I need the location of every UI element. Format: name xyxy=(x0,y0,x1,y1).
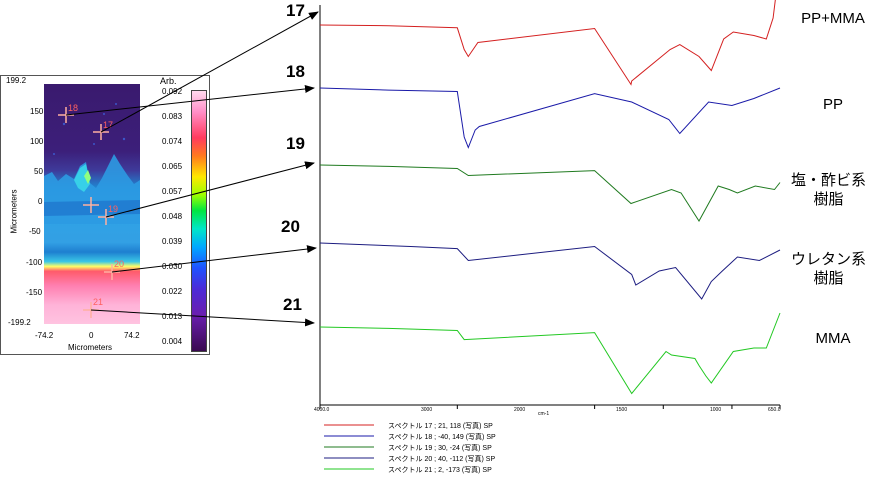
spectrum-line-19 xyxy=(319,164,781,222)
colorbar-tick: 0.074 xyxy=(162,137,183,146)
map-y-tick: 50 xyxy=(34,167,43,176)
colorbar xyxy=(191,90,207,352)
colorbar-tick: 0.065 xyxy=(162,162,183,171)
map-y-tick: 100 xyxy=(30,137,44,146)
map-y-tick: -100 xyxy=(26,258,43,267)
x-tick-label: 1000 xyxy=(710,407,722,413)
arrow-19 xyxy=(105,161,315,218)
spectrum-line-17 xyxy=(319,0,776,86)
spectrum-line-20 xyxy=(319,242,781,300)
x-axis-unit: cm-1 xyxy=(538,411,550,417)
marker-label-20: 20 xyxy=(114,259,125,269)
x-tick-label: 4000.0 xyxy=(314,407,330,413)
x-tick-layer xyxy=(319,405,781,409)
arrow-17 xyxy=(100,11,319,133)
marker-label-18: 18 xyxy=(68,103,79,113)
map-x-tick: 74.2 xyxy=(124,331,140,340)
colorbar-tick: 0.039 xyxy=(162,237,183,246)
material-label-18: PP xyxy=(822,96,843,113)
x-tick-label: 2000 xyxy=(514,407,526,413)
legend-swatches xyxy=(324,424,374,470)
arrows xyxy=(65,11,319,327)
map-y-tick: 150 xyxy=(30,107,44,116)
map-x-tick: 0 xyxy=(89,331,94,340)
legend-entry-17: スペクトル 17 ; 21, 118 (写真) SP xyxy=(388,423,493,430)
legend-entry-21: スペクトル 21 ; 2, -173 (写真) SP xyxy=(388,467,492,474)
colorbar-tick: 0.030 xyxy=(162,262,183,271)
map-x-axis-label: Micrometers xyxy=(68,343,113,352)
arrow-20 xyxy=(111,245,317,273)
colorbar-tick: 0.004 xyxy=(162,337,183,346)
map-y-tick: 0 xyxy=(38,197,43,206)
legend-entry-19: スペクトル 19 ; 30, -24 (写真) SP xyxy=(388,445,492,452)
map-y-max-label: 199.2 xyxy=(6,76,27,85)
spectrum-number-18: 18 xyxy=(286,62,305,81)
marker-label-17: 17 xyxy=(103,120,114,130)
x-tick-label: 650.0 xyxy=(768,407,781,413)
material-label-21: MMA xyxy=(815,330,851,347)
spectrum-number-17: 17 xyxy=(286,1,305,20)
map-y-tick: -50 xyxy=(29,227,41,236)
series-layer xyxy=(319,0,781,395)
colorbar-tick: 0.013 xyxy=(162,312,183,321)
arrow-18 xyxy=(65,84,315,116)
map-y-tick: -199.2 xyxy=(8,318,31,327)
material-label-19: 塩・酢ビ系 樹脂 xyxy=(791,172,867,208)
colorbar-tick: 0.092 xyxy=(162,87,183,96)
spectrum-number-21: 21 xyxy=(283,295,302,314)
spectrum-line-21 xyxy=(319,312,781,395)
material-label-20: ウレタン系 樹脂 xyxy=(791,251,867,287)
map-y-tick: -150 xyxy=(26,288,43,297)
marker-label-21: 21 xyxy=(93,297,104,307)
legend-entry-20: スペクトル 20 ; 40, -112 (写真) SP xyxy=(388,456,496,463)
colorbar-title: Arb. xyxy=(160,76,177,86)
colorbar-tick: 0.048 xyxy=(162,212,183,221)
spectrum-number-20: 20 xyxy=(281,217,300,236)
x-tick-label: 3000 xyxy=(421,407,433,413)
spectrum-number-19: 19 xyxy=(286,134,305,153)
map-x-tick: -74.2 xyxy=(35,331,54,340)
marker-label-19: 19 xyxy=(108,204,119,214)
ir-map-image xyxy=(44,84,140,324)
legend-entry-18: スペクトル 18 ; -40, 149 (写真) SP xyxy=(388,434,496,441)
colorbar-tick: 0.057 xyxy=(162,187,183,196)
spectrum-line-18 xyxy=(319,87,781,149)
x-tick-label: 1500 xyxy=(616,407,628,413)
material-label-17: PP+MMA xyxy=(801,10,865,27)
colorbar-tick: 0.083 xyxy=(162,112,183,121)
arrow-21 xyxy=(90,309,315,327)
colorbar-tick: 0.022 xyxy=(162,287,183,296)
